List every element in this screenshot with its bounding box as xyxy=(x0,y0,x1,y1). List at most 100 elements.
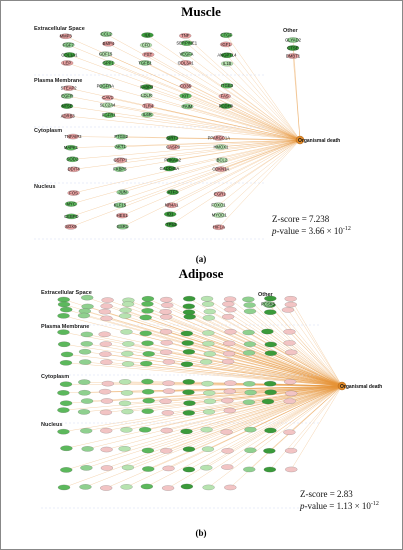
gene-label: MYC xyxy=(66,201,75,206)
edge xyxy=(126,331,343,387)
gene-node xyxy=(116,223,129,230)
gene-node xyxy=(121,464,135,471)
gene-node xyxy=(263,466,276,473)
gene-label: FOXO1 xyxy=(211,203,226,208)
gene-node xyxy=(142,351,155,357)
gene-node xyxy=(81,303,94,310)
gene-node xyxy=(141,112,154,118)
gene-label: DMBT1 xyxy=(286,53,301,58)
gene-node xyxy=(162,359,175,365)
gene-label: TGFB1 xyxy=(138,60,152,65)
gene-node xyxy=(161,410,174,416)
gene-node xyxy=(214,144,228,150)
edge xyxy=(125,315,343,387)
gene-node xyxy=(113,202,126,208)
gene-node xyxy=(101,95,114,101)
gene-node xyxy=(182,410,195,416)
gene-label: CCL2 xyxy=(101,32,112,37)
edge xyxy=(71,139,301,205)
gene-node xyxy=(261,301,275,307)
gene-node xyxy=(162,388,176,394)
gene-label: EGR1 xyxy=(214,192,226,197)
gene-node xyxy=(61,113,74,119)
gene-label: SOD2 xyxy=(67,157,79,162)
gene-node xyxy=(162,485,175,491)
gene-node xyxy=(164,211,177,217)
gene-label: EGFR xyxy=(61,93,73,98)
gene-node xyxy=(61,93,74,99)
compartment-label: Extracellular Space xyxy=(41,290,92,296)
edge xyxy=(267,303,343,387)
edge xyxy=(147,385,343,451)
gene-label: TNF xyxy=(181,33,190,38)
gene-label: MYOD1 xyxy=(212,213,228,218)
gene-node xyxy=(159,309,172,315)
gene-node xyxy=(223,407,236,414)
gene-node xyxy=(286,53,300,59)
gene-node xyxy=(213,212,226,218)
gene-node xyxy=(114,157,127,163)
gene-node xyxy=(284,379,297,385)
gene-node xyxy=(182,379,195,385)
gene-node xyxy=(59,381,73,387)
gene-node xyxy=(77,409,91,415)
edge xyxy=(249,304,343,387)
edge xyxy=(108,62,301,141)
edge xyxy=(226,55,301,141)
gene-node xyxy=(64,201,78,207)
gene-label: KIT xyxy=(182,93,189,98)
gene-node xyxy=(98,331,111,337)
gene-node xyxy=(99,51,112,57)
gene-label: IL6R xyxy=(143,112,152,117)
edge xyxy=(172,137,301,141)
gene-node xyxy=(80,341,93,347)
gene-node xyxy=(67,166,80,173)
gene-label: CFD xyxy=(142,43,151,48)
gene-node xyxy=(202,330,215,336)
gene-node xyxy=(261,328,274,335)
edge xyxy=(122,139,301,216)
gene-node xyxy=(80,398,94,404)
gene-node xyxy=(101,297,114,303)
gene-node xyxy=(261,398,275,405)
gene-node xyxy=(60,306,73,313)
gene-label: PTGS2 xyxy=(114,134,128,139)
gene-label: COL3A1 xyxy=(178,60,195,65)
gene-label: PPARGC1A xyxy=(208,135,231,140)
gene-node xyxy=(81,294,94,301)
gene-node xyxy=(78,390,91,396)
z-score: Z-score = 7.238 xyxy=(272,214,330,224)
gene-node xyxy=(99,351,112,357)
edge xyxy=(225,105,301,141)
gene-node xyxy=(181,340,194,346)
edge xyxy=(208,385,343,488)
gene-node xyxy=(182,446,196,452)
gene-node xyxy=(220,429,233,435)
gene-label: TNFAIP3 xyxy=(64,134,82,139)
gene-node xyxy=(180,361,194,367)
edge xyxy=(168,385,343,489)
gene-node xyxy=(142,466,155,472)
gene-node xyxy=(100,303,113,309)
gene-node xyxy=(162,465,175,472)
edge xyxy=(171,139,301,225)
gene-node xyxy=(141,408,154,414)
gene-node xyxy=(139,427,152,433)
compartment-label: Other xyxy=(283,28,299,34)
gene-node xyxy=(181,103,194,110)
gene-node xyxy=(283,398,296,404)
edge xyxy=(292,55,301,141)
edge xyxy=(208,343,343,387)
edge xyxy=(72,139,301,160)
edge xyxy=(124,385,343,449)
edge xyxy=(105,353,343,387)
gene-node xyxy=(101,102,114,108)
edge xyxy=(172,139,301,193)
edge xyxy=(147,114,301,141)
gene-node xyxy=(161,302,174,308)
gene-node xyxy=(244,426,257,433)
edge xyxy=(126,385,343,431)
gene-node xyxy=(166,157,179,163)
edge xyxy=(270,353,343,387)
